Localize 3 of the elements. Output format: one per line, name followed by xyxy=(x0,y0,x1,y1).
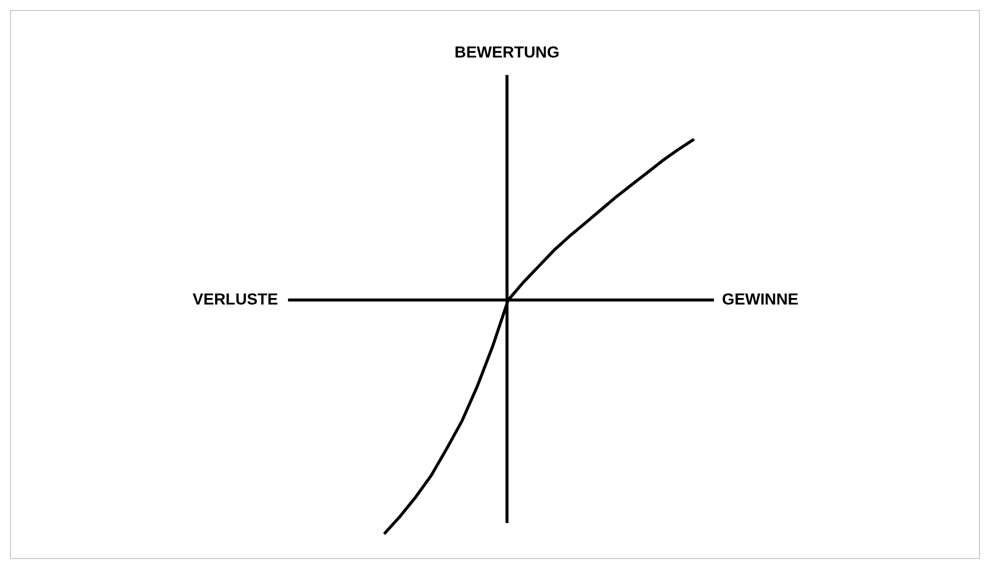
text: VERLUSTE xyxy=(192,292,278,308)
x-axis-title: GEWINNE xyxy=(722,292,799,308)
y-axis-title: BEWERTUNG xyxy=(454,44,560,62)
